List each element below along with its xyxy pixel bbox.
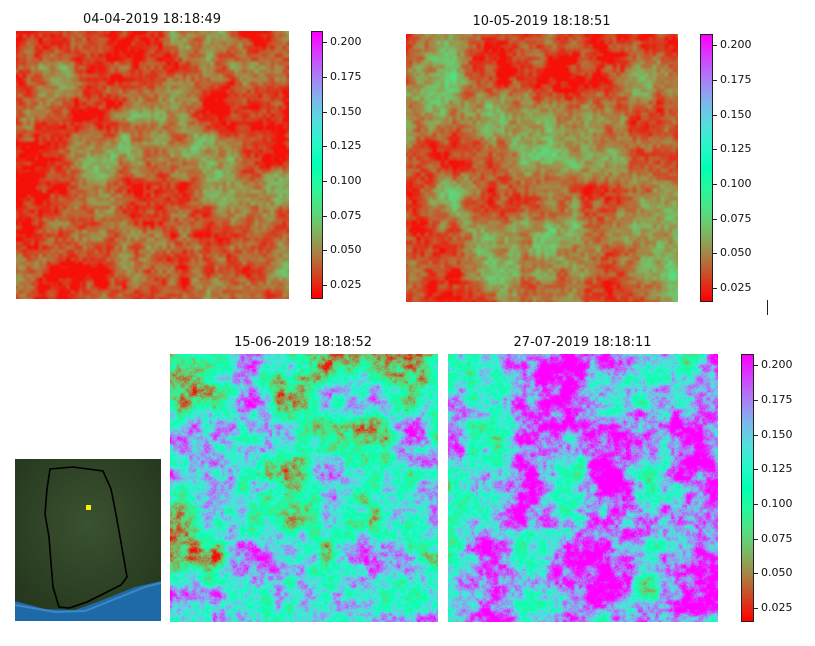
colorbar-tick-mark (323, 181, 327, 182)
colorbar-tick-mark (713, 45, 717, 46)
colorbar-tick-label: 0.200 (761, 358, 793, 371)
colorbar-tick-mark (754, 608, 758, 609)
inset-location-map (15, 459, 161, 621)
colorbar-tick-mark (713, 253, 717, 254)
colorbar-tick-label: 0.175 (761, 393, 793, 406)
colorbar-tick-mark (754, 539, 758, 540)
panel-title-4: 27-07-2019 18:18:11 (513, 335, 652, 350)
colorbar-tick-label: 0.050 (330, 243, 362, 256)
location-marker-icon (86, 505, 91, 510)
stray-tick-mark (767, 300, 768, 315)
colorbar-tick-label: 0.150 (761, 428, 793, 441)
colorbar-tick-mark (754, 469, 758, 470)
colorbar-tick-label: 0.025 (720, 281, 752, 294)
colorbar-tick-mark (323, 250, 327, 251)
raster-canvas-4 (448, 354, 718, 622)
colorbar-tick-mark (754, 365, 758, 366)
colorbar-tick-label: 0.150 (720, 108, 752, 121)
colorbar-1 (311, 31, 323, 299)
colorbar-tick-mark (713, 288, 717, 289)
colorbar-tick-label: 0.175 (720, 73, 752, 86)
colorbar-tick-mark (323, 216, 327, 217)
colorbar-tick-mark (713, 80, 717, 81)
colorbar-tick-label: 0.050 (720, 246, 752, 259)
raster-panel-3 (170, 354, 438, 622)
colorbar-tick-mark (323, 77, 327, 78)
colorbar-2 (700, 34, 713, 302)
colorbar-tick-mark (754, 573, 758, 574)
colorbar-tick-mark (754, 435, 758, 436)
colorbar-tick-label: 0.100 (330, 174, 362, 187)
colorbar-tick-label: 0.150 (330, 105, 362, 118)
panel-title-2: 10-05-2019 18:18:51 (472, 14, 611, 29)
colorbar-tick-label: 0.075 (330, 209, 362, 222)
raster-canvas-1 (16, 31, 289, 299)
colorbar-tick-mark (323, 112, 327, 113)
raster-canvas-2 (406, 34, 678, 302)
colorbar-tick-label: 0.125 (761, 462, 793, 475)
colorbar-tick-label: 0.100 (761, 497, 793, 510)
panel-title-3: 15-06-2019 18:18:52 (233, 335, 373, 350)
colorbar-tick-mark (713, 115, 717, 116)
colorbar-tick-label: 0.125 (330, 139, 362, 152)
colorbar-tick-label: 0.100 (720, 177, 752, 190)
colorbar-tick-mark (323, 146, 327, 147)
colorbar-tick-label: 0.125 (720, 142, 752, 155)
colorbar-tick-label: 0.075 (720, 212, 752, 225)
colorbar-tick-label: 0.050 (761, 566, 793, 579)
colorbar-tick-label: 0.175 (330, 70, 362, 83)
colorbar-3 (741, 354, 754, 622)
colorbar-tick-label: 0.200 (330, 35, 362, 48)
ghana-map-icon (15, 459, 161, 621)
raster-panel-4 (448, 354, 718, 622)
raster-canvas-3 (170, 354, 438, 622)
colorbar-gradient-2 (701, 35, 712, 301)
colorbar-tick-mark (323, 42, 327, 43)
panel-title-1: 04-04-2019 18:18:49 (82, 12, 222, 27)
raster-panel-1 (16, 31, 289, 299)
colorbar-tick-mark (754, 400, 758, 401)
colorbar-tick-mark (713, 149, 717, 150)
colorbar-tick-label: 0.025 (330, 278, 362, 291)
colorbar-tick-label: 0.025 (761, 601, 793, 614)
colorbar-tick-mark (713, 184, 717, 185)
colorbar-tick-mark (323, 285, 327, 286)
colorbar-gradient-1 (312, 32, 322, 298)
colorbar-gradient-3 (742, 355, 753, 621)
raster-panel-2 (406, 34, 678, 302)
colorbar-tick-label: 0.200 (720, 38, 752, 51)
colorbar-tick-mark (713, 219, 717, 220)
colorbar-tick-mark (754, 504, 758, 505)
colorbar-tick-label: 0.075 (761, 532, 793, 545)
